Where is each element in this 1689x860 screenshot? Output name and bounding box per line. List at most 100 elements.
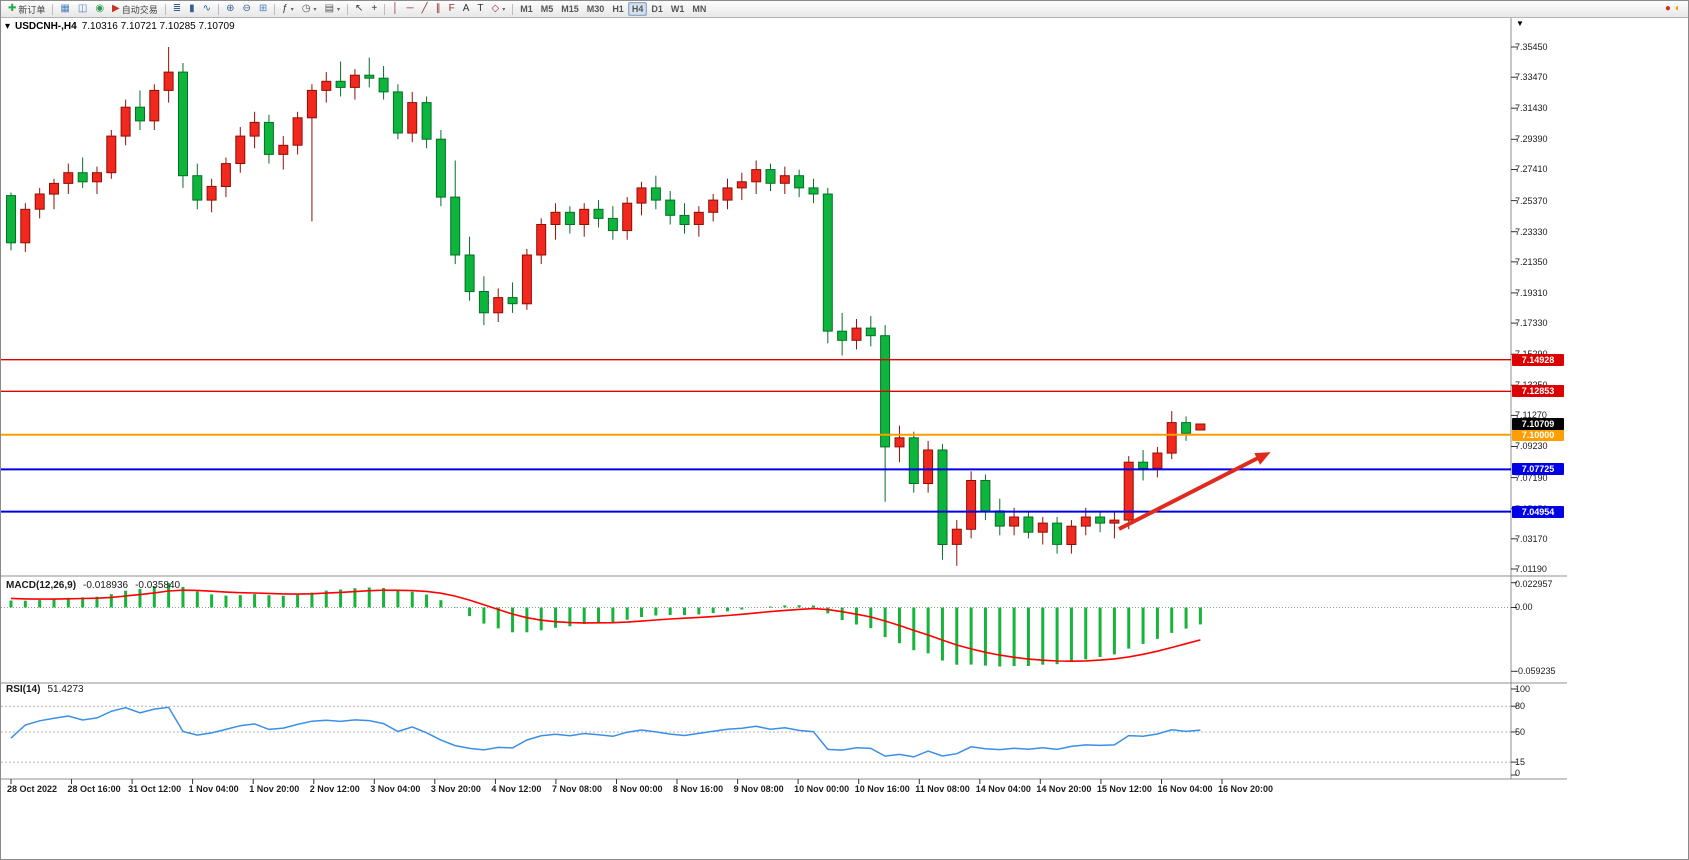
- bar-chart-type-button[interactable]: ≣: [169, 2, 185, 16]
- candles-layer: [6, 47, 1206, 566]
- crosshair-button[interactable]: +: [367, 2, 381, 16]
- toolbar-separator: [347, 3, 349, 15]
- dropdown-arrow-icon: ▾: [313, 6, 317, 13]
- trendline-icon: ╱: [421, 3, 428, 14]
- new-order-button-label: 新订单: [18, 4, 46, 15]
- timeframe-w1-button-label: W1: [670, 4, 685, 14]
- rsi-value: 51.4273: [47, 684, 84, 695]
- rsi-indicator-label: RSI(14) 51.4273: [6, 684, 84, 695]
- cursor-icon: ↖: [355, 3, 364, 14]
- chart-plot-area[interactable]: [1, 18, 1567, 798]
- indicators-icon: ƒ: [282, 3, 288, 14]
- autotrading-button[interactable]: ▶ 自动交易: [108, 2, 162, 16]
- text-icon: A: [462, 3, 470, 14]
- trend-arrow-annotation[interactable]: [1118, 452, 1271, 531]
- vertical-line-icon: │: [392, 3, 399, 14]
- timeframe-h1-button[interactable]: H1: [608, 2, 628, 16]
- timeframe-m5-button-label: M5: [540, 4, 554, 14]
- new-order-button[interactable]: ✚ 新订单: [4, 2, 49, 16]
- chart-title: ▾ USDCNH-,H4 7.10316 7.10721 7.10285 7.1…: [5, 21, 235, 32]
- line-chart-type-button[interactable]: ∿: [199, 2, 215, 16]
- chart-window: ▾ USDCNH-,H4 7.10316 7.10721 7.10285 7.1…: [1, 18, 1567, 798]
- shapes-icon: ◇: [491, 3, 500, 14]
- timeframe-m1-button-label: M1: [520, 4, 533, 14]
- vertical-line-button[interactable]: │: [388, 2, 402, 16]
- symbol-period-label: USDCNH-,H4: [15, 21, 77, 32]
- channel-button[interactable]: ∥: [432, 2, 445, 16]
- fibonacci-icon: F: [448, 3, 455, 14]
- cursor-button[interactable]: ↖: [351, 2, 367, 16]
- zoom-out-icon: ⊖: [242, 3, 251, 14]
- toolbar: ✚ 新订单 ▦ ◫ ◉ ▶ 自动交易 ≣ ▮ ∿ ⊕ ⊖ ⊞ ƒ ▾ ◷ ▾ ▤ ▾ ↖ + │ ─ ╱ ∥ F A T ◇ ▾ M1 M5 M…: [1, 1, 1688, 18]
- autotrading-icon: ▶: [112, 3, 120, 14]
- axis-corner-triangle-icon[interactable]: ▼: [1516, 19, 1524, 28]
- timeframe-m1-button[interactable]: M1: [516, 2, 537, 16]
- horizontal-line-button[interactable]: ─: [403, 2, 418, 16]
- tile-windows-button[interactable]: ⊞: [255, 2, 271, 16]
- timeframe-h4-button-label: H4: [631, 4, 644, 14]
- rsi-name-label: RSI(14): [6, 684, 41, 695]
- zoom-in-icon: ⊕: [226, 3, 235, 14]
- periods-icon: ◷: [301, 3, 311, 14]
- toolbar-separator: [512, 3, 514, 15]
- timeframe-m30-button[interactable]: M30: [583, 2, 609, 16]
- autotrading-button-label: 自动交易: [121, 4, 158, 15]
- timeframe-h4-button[interactable]: H4: [627, 2, 648, 16]
- toolbar-separator: [218, 3, 220, 15]
- timeframe-m5-button[interactable]: M5: [537, 2, 558, 16]
- dropdown-arrow-icon: ▾: [290, 6, 294, 13]
- tile-windows-icon: ⊞: [258, 3, 268, 14]
- timeframe-m30-button-label: M30: [586, 4, 605, 14]
- rsi-line: [10, 706, 1201, 758]
- horizontal-line-icon: ─: [406, 3, 414, 14]
- templates-icon: ▤: [324, 3, 335, 14]
- line-chart-type-icon: ∿: [202, 3, 212, 14]
- toolbar-separator: [52, 3, 54, 15]
- profiles-button[interactable]: ◫: [74, 2, 91, 16]
- toolbar-right: ● ◐: [1665, 4, 1685, 14]
- zoom-out-button[interactable]: ⊖: [238, 2, 254, 16]
- periods-button[interactable]: ◷ ▾: [298, 2, 321, 16]
- timeframe-m15-button-label: M15: [561, 4, 579, 14]
- macd-indicator-label: MACD(12,26,9) -0.018936 -0.035840: [6, 580, 180, 591]
- timeframe-w1-button[interactable]: W1: [667, 2, 689, 16]
- shapes-button[interactable]: ◇ ▾: [488, 2, 510, 16]
- chart-window-icon: ▦: [60, 3, 70, 14]
- alerts-icon: ◉: [95, 3, 105, 14]
- trendline-button[interactable]: ╱: [418, 2, 432, 16]
- candlestick-chart-type-button[interactable]: ▮: [185, 2, 199, 16]
- new-order-icon: ✚: [8, 3, 17, 14]
- indicators-button[interactable]: ƒ ▾: [278, 2, 298, 16]
- label-button[interactable]: T: [473, 2, 487, 16]
- timeframe-d1-button-label: D1: [651, 4, 663, 14]
- zoom-in-button[interactable]: ⊕: [222, 2, 238, 16]
- label-icon: T: [477, 3, 484, 14]
- macd-signal-line: [10, 589, 1201, 663]
- panel-separators: [1, 18, 1567, 780]
- alerts-button[interactable]: ◉: [91, 2, 108, 16]
- channel-icon: ∥: [435, 3, 441, 14]
- chart-background[interactable]: [1, 18, 1567, 798]
- connection-status-icon[interactable]: ●: [1664, 3, 1671, 14]
- timeframe-d1-button[interactable]: D1: [647, 2, 667, 16]
- notification-icon[interactable]: ◐: [1674, 3, 1681, 14]
- bar-chart-type-icon: ≣: [172, 3, 182, 14]
- macd-main-value: -0.018936: [83, 580, 129, 591]
- chart-window-button[interactable]: ▦: [56, 2, 73, 16]
- symbol-collapse-triangle-icon[interactable]: ▾: [5, 21, 11, 32]
- candlestick-chart-type-icon: ▮: [189, 3, 195, 14]
- templates-button[interactable]: ▤ ▾: [321, 2, 344, 16]
- ohlc-values-label: 7.10316 7.10721 7.10285 7.10709: [81, 21, 235, 32]
- crosshair-icon: +: [371, 3, 378, 14]
- timeframe-mn-button[interactable]: MN: [688, 2, 710, 16]
- chart-canvas[interactable]: [1, 18, 1567, 798]
- toolbar-separator: [384, 3, 386, 15]
- timeframe-h1-button-label: H1: [612, 4, 624, 14]
- text-button[interactable]: A: [459, 2, 474, 16]
- toolbar-separator: [164, 3, 166, 15]
- dropdown-arrow-icon: ▾: [502, 6, 506, 13]
- timeframe-m15-button[interactable]: M15: [557, 2, 583, 16]
- fibonacci-button[interactable]: F: [445, 2, 459, 16]
- dropdown-arrow-icon: ▾: [337, 6, 341, 13]
